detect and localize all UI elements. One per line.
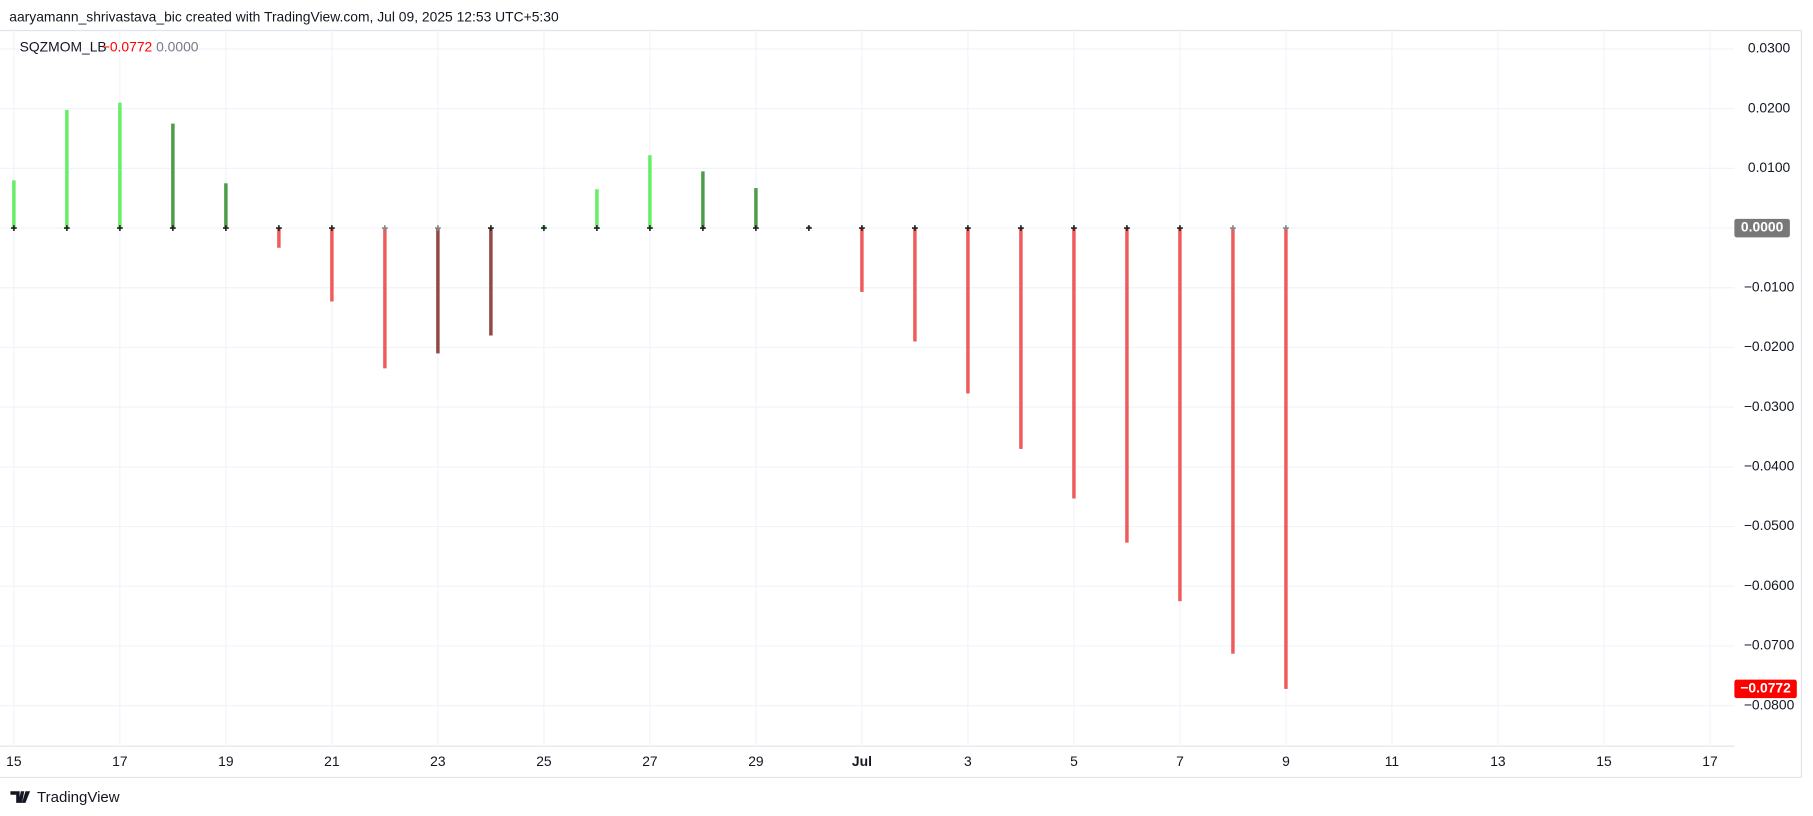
squeeze-dot bbox=[1018, 225, 1024, 231]
squeeze-dot bbox=[1230, 225, 1236, 231]
squeeze-dot bbox=[435, 225, 441, 231]
squeeze-dot bbox=[594, 225, 600, 231]
x-tick-label: 15 bbox=[1596, 753, 1612, 769]
brand: TradingView bbox=[37, 789, 120, 806]
marks bbox=[10, 102, 1289, 689]
bar bbox=[1019, 228, 1023, 449]
bar bbox=[1284, 228, 1288, 689]
squeeze-dot bbox=[700, 225, 706, 231]
bar bbox=[489, 228, 493, 336]
x-tick-label: 25 bbox=[536, 753, 552, 769]
squeeze-dot bbox=[10, 225, 17, 231]
logo-mark bbox=[10, 791, 31, 803]
x-tick-label: Jul bbox=[852, 753, 872, 769]
x-tick-label: 15 bbox=[6, 753, 22, 769]
bar bbox=[966, 228, 970, 394]
y-tick-label: −0.0400 bbox=[1744, 457, 1795, 473]
y-tick-label: 0.0300 bbox=[1748, 40, 1791, 56]
squeeze-dot bbox=[806, 225, 812, 231]
squeeze-dot bbox=[63, 225, 70, 231]
squeeze-dot bbox=[753, 225, 759, 231]
x-tick-label: 17 bbox=[1702, 753, 1718, 769]
x-tick-label: 3 bbox=[964, 753, 972, 769]
squeeze-dot bbox=[1283, 225, 1289, 231]
y-tick-label: 0.0200 bbox=[1748, 99, 1791, 115]
squeeze-dot bbox=[488, 225, 494, 231]
squeeze-dot bbox=[541, 225, 547, 231]
last-value-label: −0.0772 bbox=[1740, 680, 1791, 696]
y-tick-label: −0.0700 bbox=[1744, 637, 1795, 653]
y-tick-label: −0.0100 bbox=[1744, 278, 1795, 294]
bar bbox=[1231, 228, 1235, 654]
squeeze-dot bbox=[222, 225, 229, 231]
squeeze-dot bbox=[965, 225, 971, 231]
bar bbox=[224, 183, 228, 229]
zero-badge-label: 0.0000 bbox=[1741, 219, 1784, 235]
bar bbox=[913, 228, 917, 342]
x-tick-label: 23 bbox=[430, 753, 446, 769]
legend: SQZMOM_LB −0.0772 0.0000 bbox=[20, 38, 199, 54]
bar bbox=[436, 228, 440, 354]
squeeze-dot bbox=[912, 225, 918, 231]
bar bbox=[860, 228, 864, 292]
y-tick-label: −0.0200 bbox=[1744, 338, 1795, 354]
x-tick-label: 29 bbox=[748, 753, 764, 769]
x-tick-label: 7 bbox=[1176, 753, 1184, 769]
squeeze-dot bbox=[169, 225, 176, 231]
x-tick-label: 17 bbox=[112, 753, 128, 769]
squeeze-dot bbox=[647, 225, 653, 231]
x-tick-label: 5 bbox=[1070, 753, 1078, 769]
squeeze-dot bbox=[328, 225, 335, 231]
x-tick-label: 27 bbox=[642, 753, 658, 769]
x-tick-label: 21 bbox=[324, 753, 340, 769]
x-tick-label: 13 bbox=[1490, 753, 1506, 769]
bar bbox=[1178, 228, 1182, 602]
bar bbox=[648, 155, 652, 229]
bar bbox=[65, 109, 69, 229]
bar bbox=[701, 171, 705, 229]
last-value-badge bbox=[1734, 679, 1797, 699]
bar bbox=[277, 228, 281, 248]
bar bbox=[330, 228, 334, 302]
legend-name: SQZMOM_LB bbox=[20, 38, 107, 54]
y-tick-label: −0.0600 bbox=[1744, 577, 1795, 593]
bar bbox=[754, 188, 758, 229]
logo: TradingView bbox=[10, 789, 120, 806]
x-tick-label: 11 bbox=[1385, 753, 1400, 769]
legend-value: −0.0772 bbox=[102, 38, 153, 54]
bar bbox=[1125, 228, 1129, 543]
bar bbox=[171, 123, 175, 229]
zero-badge bbox=[1734, 218, 1790, 238]
squeeze-dot bbox=[116, 225, 123, 231]
squeeze-dot bbox=[1177, 225, 1183, 231]
y-tick-label: −0.0300 bbox=[1744, 398, 1795, 414]
squeeze-dot bbox=[1124, 225, 1130, 231]
x-tick-label: 9 bbox=[1282, 753, 1290, 769]
bar bbox=[383, 228, 387, 369]
y-tick-label: 0.0100 bbox=[1748, 159, 1791, 175]
squeeze-dot bbox=[859, 225, 865, 231]
bar bbox=[118, 102, 122, 229]
bar bbox=[1072, 228, 1076, 499]
squeeze-dot bbox=[382, 225, 388, 231]
bar bbox=[12, 180, 16, 229]
squeeze-dot bbox=[275, 225, 282, 231]
legend-value: 0.0000 bbox=[156, 38, 199, 54]
y-tick-label: −0.0800 bbox=[1744, 696, 1795, 712]
bar bbox=[595, 189, 599, 229]
x-tick-label: 19 bbox=[218, 753, 234, 769]
squeeze-dot bbox=[1071, 225, 1077, 231]
caption: aaryamann_shrivastava_bic created with T… bbox=[9, 8, 559, 24]
grid bbox=[0, 30, 1735, 747]
y-tick-label: −0.0500 bbox=[1744, 517, 1795, 533]
